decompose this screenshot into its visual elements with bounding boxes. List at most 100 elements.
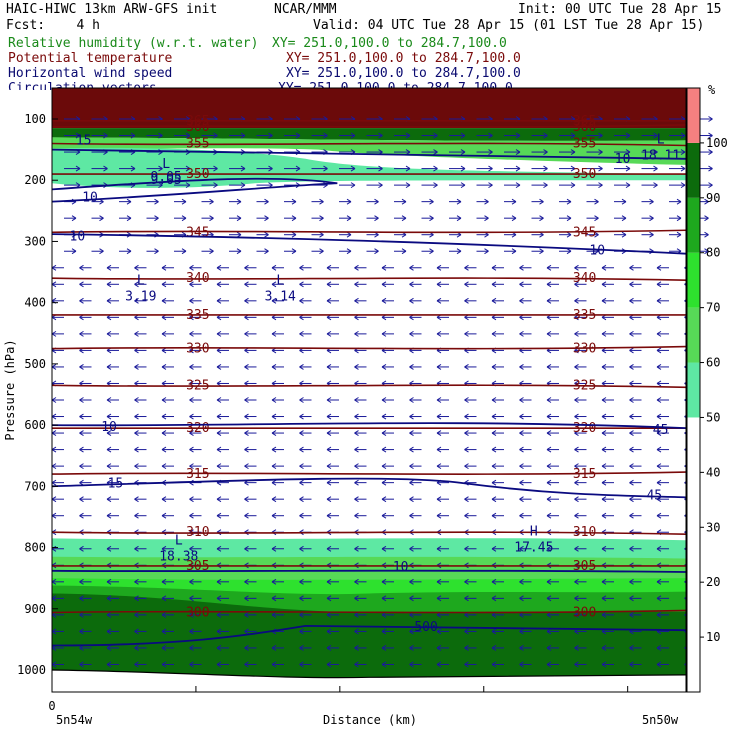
colorbar-band [687, 252, 700, 308]
circulation-arrowhead [649, 215, 654, 222]
rh-shade-cirrus [52, 147, 686, 188]
circulation-arrowhead [354, 463, 359, 470]
circulation-arrowhead [704, 231, 709, 238]
circulation-arrowhead [574, 430, 579, 436]
circulation-arrowhead [154, 215, 159, 222]
circulation-arrowhead [244, 661, 249, 668]
circulation-arrowhead [106, 628, 112, 635]
circulation-arrowhead [629, 661, 634, 668]
circulation-arrowhead [649, 231, 654, 238]
circulation-arrowhead [519, 446, 524, 453]
circulation-arrowhead [216, 297, 222, 304]
circulation-arrowhead [319, 198, 324, 205]
circulation-arrowhead [405, 182, 411, 189]
circulation-arrowhead [543, 149, 548, 155]
circulation-arrowhead [106, 645, 112, 651]
circulation-arrowhead [629, 397, 634, 403]
circulation-arrowhead [161, 281, 167, 288]
circulation-arrowhead [436, 330, 442, 337]
colorbar-unit: % [708, 83, 716, 97]
circulation-arrowhead [79, 413, 84, 420]
circulation-arrowhead [574, 545, 579, 552]
circulation-arrowhead [216, 330, 222, 337]
circulation-arrowhead [216, 645, 222, 651]
theta-label: 330 [573, 342, 596, 357]
theta-contour [51, 277, 687, 281]
circulation-arrowhead [570, 132, 576, 139]
circulation-arrowhead [134, 264, 139, 271]
circulation-arrowhead [240, 132, 246, 139]
circulation-arrowhead [401, 198, 407, 205]
circulation-arrowhead [161, 512, 167, 519]
circulation-arrowhead [354, 397, 359, 403]
circulation-arrowhead [656, 264, 662, 271]
circulation-arrowhead [566, 198, 572, 205]
circulation-arrowhead [436, 578, 442, 585]
circulation-arrowhead [51, 479, 57, 486]
circulation-arrowhead [161, 463, 167, 470]
circulation-arrowhead [464, 578, 469, 585]
y-tick-label: 200 [24, 173, 46, 187]
circulation-arrowhead [381, 264, 387, 271]
circulation-arrowhead [161, 661, 167, 668]
circulation-arrowhead [601, 330, 607, 337]
circulation-arrowhead [574, 595, 579, 602]
circulation-arrowhead [574, 264, 579, 271]
circulation-arrowhead [354, 479, 359, 486]
circulation-arrowhead [79, 578, 84, 585]
circulation-arrowhead [546, 330, 552, 337]
circulation-arrowhead [409, 496, 414, 503]
circulation-arrowhead [185, 182, 191, 189]
circulation-arrowhead [519, 281, 524, 288]
circulation-arrowhead [656, 364, 662, 370]
circulation-arrowhead [656, 479, 662, 486]
circulation-arrowhead [708, 116, 713, 122]
circulation-arrowhead [491, 496, 497, 503]
extremum-marker: L [657, 133, 665, 148]
circulation-arrowhead [51, 264, 57, 271]
circulation-arrowhead [436, 512, 442, 519]
circulation-arrowhead [621, 215, 627, 222]
circulation-arrowhead [106, 496, 112, 503]
surface-line [51, 669, 687, 679]
wind-speed-label: 10 [393, 560, 409, 575]
colorbar-outline [686, 87, 701, 693]
circulation-arrowhead [354, 446, 359, 453]
wind-speed-contour [51, 233, 687, 255]
circulation-arrowhead [601, 397, 607, 403]
circulation-arrowhead [189, 496, 194, 503]
circulation-arrowhead [189, 281, 194, 288]
wind-speed-label: 45 [653, 423, 669, 438]
theta-label: 365 [186, 114, 209, 129]
circulation-arrowhead [350, 182, 356, 189]
circulation-arrowhead [326, 281, 332, 288]
colorbar-tick-label: 10 [706, 630, 720, 644]
circulation-arrowhead [680, 165, 686, 172]
extremum-value: 9.05 [150, 173, 181, 188]
colorbar-tick-label: 40 [706, 465, 720, 479]
circulation-arrowhead [491, 479, 497, 486]
circulation-arrowhead [134, 545, 139, 552]
circulation-arrowhead [79, 430, 84, 436]
circulation-arrowhead [409, 578, 414, 585]
circulation-arrowhead [244, 628, 249, 635]
circulation-arrowhead [244, 545, 249, 552]
circulation-arrowhead [319, 215, 324, 222]
y-axis-label: Pressure (hPa) [3, 339, 17, 440]
circulation-arrowhead [409, 463, 414, 470]
circulation-arrowhead [491, 645, 497, 651]
circulation-arrowhead [656, 545, 662, 552]
extremum-marker: L [137, 274, 145, 289]
circulation-arrowhead [656, 661, 662, 668]
circulation-arrowhead [79, 661, 84, 668]
circulation-arrowhead [433, 182, 438, 189]
circulation-arrowhead [161, 595, 167, 602]
circulation-arrowhead [126, 198, 132, 205]
circulation-arrowhead [354, 264, 359, 271]
wind-speed-contour [51, 148, 687, 160]
circulation-arrowhead [216, 578, 222, 585]
circulation-arrowhead [460, 149, 466, 155]
wind-speed-contour [51, 569, 687, 573]
circulation-arrowhead [653, 165, 658, 172]
circulation-arrowhead [291, 215, 297, 222]
